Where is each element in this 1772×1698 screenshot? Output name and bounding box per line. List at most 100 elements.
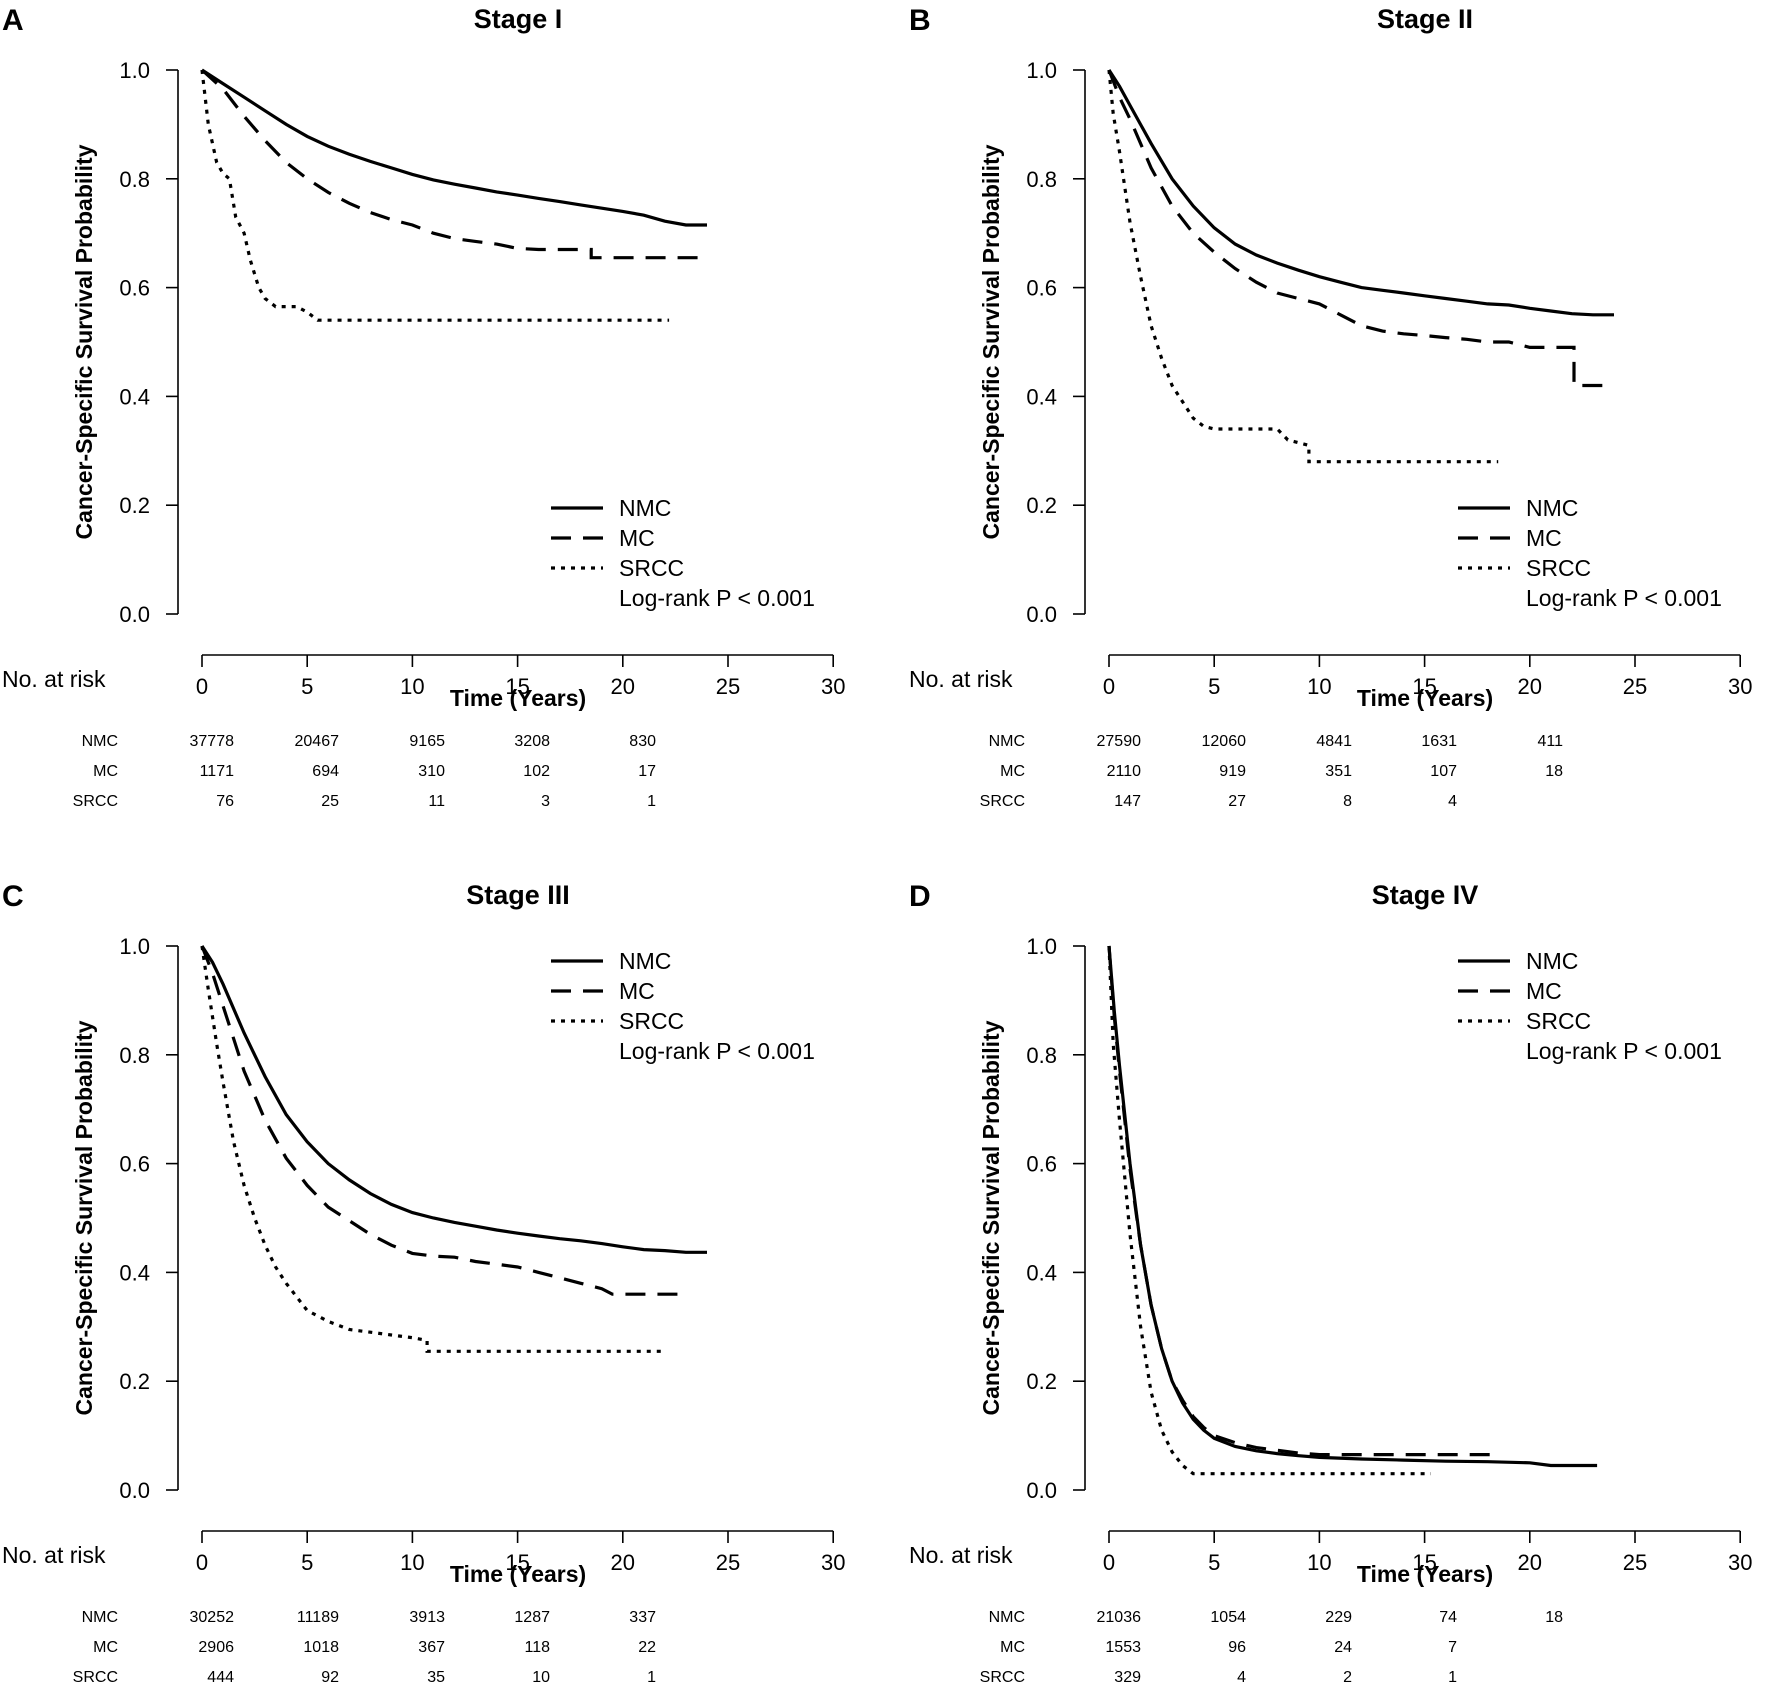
legend-label: NMC bbox=[619, 495, 671, 521]
legend-label: NMC bbox=[1526, 948, 1578, 974]
risk-cell: 1553 bbox=[1105, 1639, 1141, 1656]
km-curve-nmc bbox=[1107, 945, 1598, 1468]
x-tick-label: 25 bbox=[1623, 674, 1647, 699]
x-tick-label: 30 bbox=[821, 674, 845, 699]
x-tick-label: 20 bbox=[1518, 1550, 1542, 1575]
risk-cell: 329 bbox=[1114, 1669, 1141, 1686]
risk-cell: 102 bbox=[523, 763, 550, 780]
risk-cell: 694 bbox=[312, 763, 339, 780]
x-tick-label: 5 bbox=[1208, 1550, 1220, 1575]
risk-cell: 20467 bbox=[295, 733, 340, 750]
risk-cell: 1018 bbox=[303, 1639, 339, 1656]
x-axis-label: Time (Years) bbox=[1357, 685, 1493, 711]
risk-cell: 1 bbox=[1448, 1669, 1457, 1686]
risk-cell: 1 bbox=[647, 1669, 656, 1686]
risk-cell: 74 bbox=[1439, 1609, 1457, 1626]
x-tick-label: 15 bbox=[1412, 674, 1436, 699]
risk-cell: 92 bbox=[321, 1669, 339, 1686]
risk-cell: 96 bbox=[1228, 1639, 1246, 1656]
x-tick-label: 5 bbox=[301, 1550, 313, 1575]
panel-a: A Stage I 0.0 0.2 0.4 0.6 0.8 1.0 Cancer-Specifi… bbox=[2, 4, 845, 810]
risk-cell: 147 bbox=[1114, 793, 1141, 810]
risk-cell: 21036 bbox=[1097, 1609, 1142, 1626]
risk-cell: 2906 bbox=[198, 1639, 234, 1656]
risk-cell: 18 bbox=[1545, 1609, 1563, 1626]
risk-cell: 11189 bbox=[297, 1609, 339, 1626]
legend-label: MC bbox=[619, 978, 655, 1004]
x-axis-label: Time (Years) bbox=[1357, 1561, 1493, 1587]
x-axis-label: Time (Years) bbox=[450, 1561, 586, 1587]
panel-letter: A bbox=[2, 4, 24, 37]
y-tick-label: 0.2 bbox=[119, 1369, 150, 1394]
chart-title: Stage III bbox=[466, 880, 570, 910]
logrank-annotation: Log-rank P < 0.001 bbox=[619, 1038, 815, 1064]
y-tick-label: 0.6 bbox=[119, 276, 150, 301]
risk-cell: 22 bbox=[638, 1639, 656, 1656]
risk-cell: 2 bbox=[1343, 1669, 1352, 1686]
x-tick-label: 10 bbox=[400, 1550, 424, 1575]
x-tick-label: 0 bbox=[196, 1550, 208, 1575]
y-tick-label: 0.4 bbox=[119, 1260, 150, 1285]
legend-label: MC bbox=[619, 525, 655, 551]
risk-cell: 337 bbox=[629, 1609, 656, 1626]
risk-cell: 8 bbox=[1343, 793, 1352, 810]
legend-label: SRCC bbox=[1526, 1008, 1591, 1034]
panel-letter: D bbox=[909, 880, 931, 913]
panel-b: B Stage II 0.0 0.2 0.4 0.6 0.8 1.0 Cancer-Specif… bbox=[909, 4, 1752, 810]
x-tick-label: 30 bbox=[821, 1550, 845, 1575]
risk-cell: 30252 bbox=[190, 1609, 235, 1626]
y-tick-label: 0.0 bbox=[119, 602, 150, 627]
risk-row-label: MC bbox=[93, 763, 118, 780]
risk-cell: 37778 bbox=[190, 733, 235, 750]
panel-letter: C bbox=[2, 880, 24, 913]
risk-cell: 4841 bbox=[1316, 733, 1352, 750]
y-tick-label: 0.6 bbox=[119, 1152, 150, 1177]
y-tick-label: 1.0 bbox=[1026, 58, 1057, 83]
x-tick-label: 25 bbox=[716, 674, 740, 699]
panel-letter: B bbox=[909, 4, 931, 37]
y-tick-label: 0.0 bbox=[1026, 602, 1057, 627]
y-tick-label: 0.8 bbox=[1026, 1043, 1057, 1068]
logrank-annotation: Log-rank P < 0.001 bbox=[1526, 585, 1722, 611]
risk-cell: 12060 bbox=[1202, 733, 1247, 750]
risk-cell: 35 bbox=[427, 1669, 445, 1686]
x-tick-label: 0 bbox=[1103, 674, 1115, 699]
y-tick-label: 1.0 bbox=[119, 934, 150, 959]
km-curve-srcc bbox=[1107, 69, 1499, 464]
km-curve-srcc bbox=[200, 69, 670, 322]
km-curve-mc bbox=[200, 945, 686, 1296]
km-curve-nmc bbox=[201, 68, 707, 227]
y-tick-label: 0.6 bbox=[1026, 276, 1057, 301]
x-tick-label: 30 bbox=[1728, 674, 1752, 699]
y-axis-label: Cancer-Specific Survival Probability bbox=[71, 144, 97, 539]
km-curve-mc bbox=[200, 68, 707, 260]
risk-cell: 2110 bbox=[1107, 763, 1142, 780]
risk-cell: 229 bbox=[1325, 1609, 1352, 1626]
logrank-annotation: Log-rank P < 0.001 bbox=[1526, 1038, 1722, 1064]
y-axis-label: Cancer-Specific Survival Probability bbox=[71, 1020, 97, 1415]
x-tick-label: 10 bbox=[400, 674, 424, 699]
chart-title: Stage II bbox=[1377, 4, 1473, 34]
legend-label: SRCC bbox=[619, 555, 684, 581]
legend-label: SRCC bbox=[619, 1008, 684, 1034]
risk-cell: 367 bbox=[418, 1639, 445, 1656]
x-tick-label: 15 bbox=[505, 1550, 529, 1575]
risk-table-title: No. at risk bbox=[2, 666, 106, 692]
risk-row-label: MC bbox=[1000, 763, 1025, 780]
risk-row-label: NMC bbox=[82, 733, 118, 750]
risk-cell: 1171 bbox=[200, 763, 235, 780]
risk-cell: 3208 bbox=[514, 733, 550, 750]
y-tick-label: 0.0 bbox=[119, 1478, 150, 1503]
km-curve-srcc bbox=[1107, 945, 1431, 1476]
x-tick-label: 30 bbox=[1728, 1550, 1752, 1575]
y-tick-label: 0.4 bbox=[1026, 1260, 1057, 1285]
risk-cell: 27590 bbox=[1097, 733, 1142, 750]
legend-label: NMC bbox=[1526, 495, 1578, 521]
chart-title: Stage IV bbox=[1372, 880, 1479, 910]
y-axis-label: Cancer-Specific Survival Probability bbox=[978, 1020, 1004, 1415]
risk-row-label: NMC bbox=[989, 1609, 1025, 1626]
x-tick-label: 15 bbox=[505, 674, 529, 699]
x-tick-label: 0 bbox=[196, 674, 208, 699]
x-tick-label: 25 bbox=[716, 1550, 740, 1575]
